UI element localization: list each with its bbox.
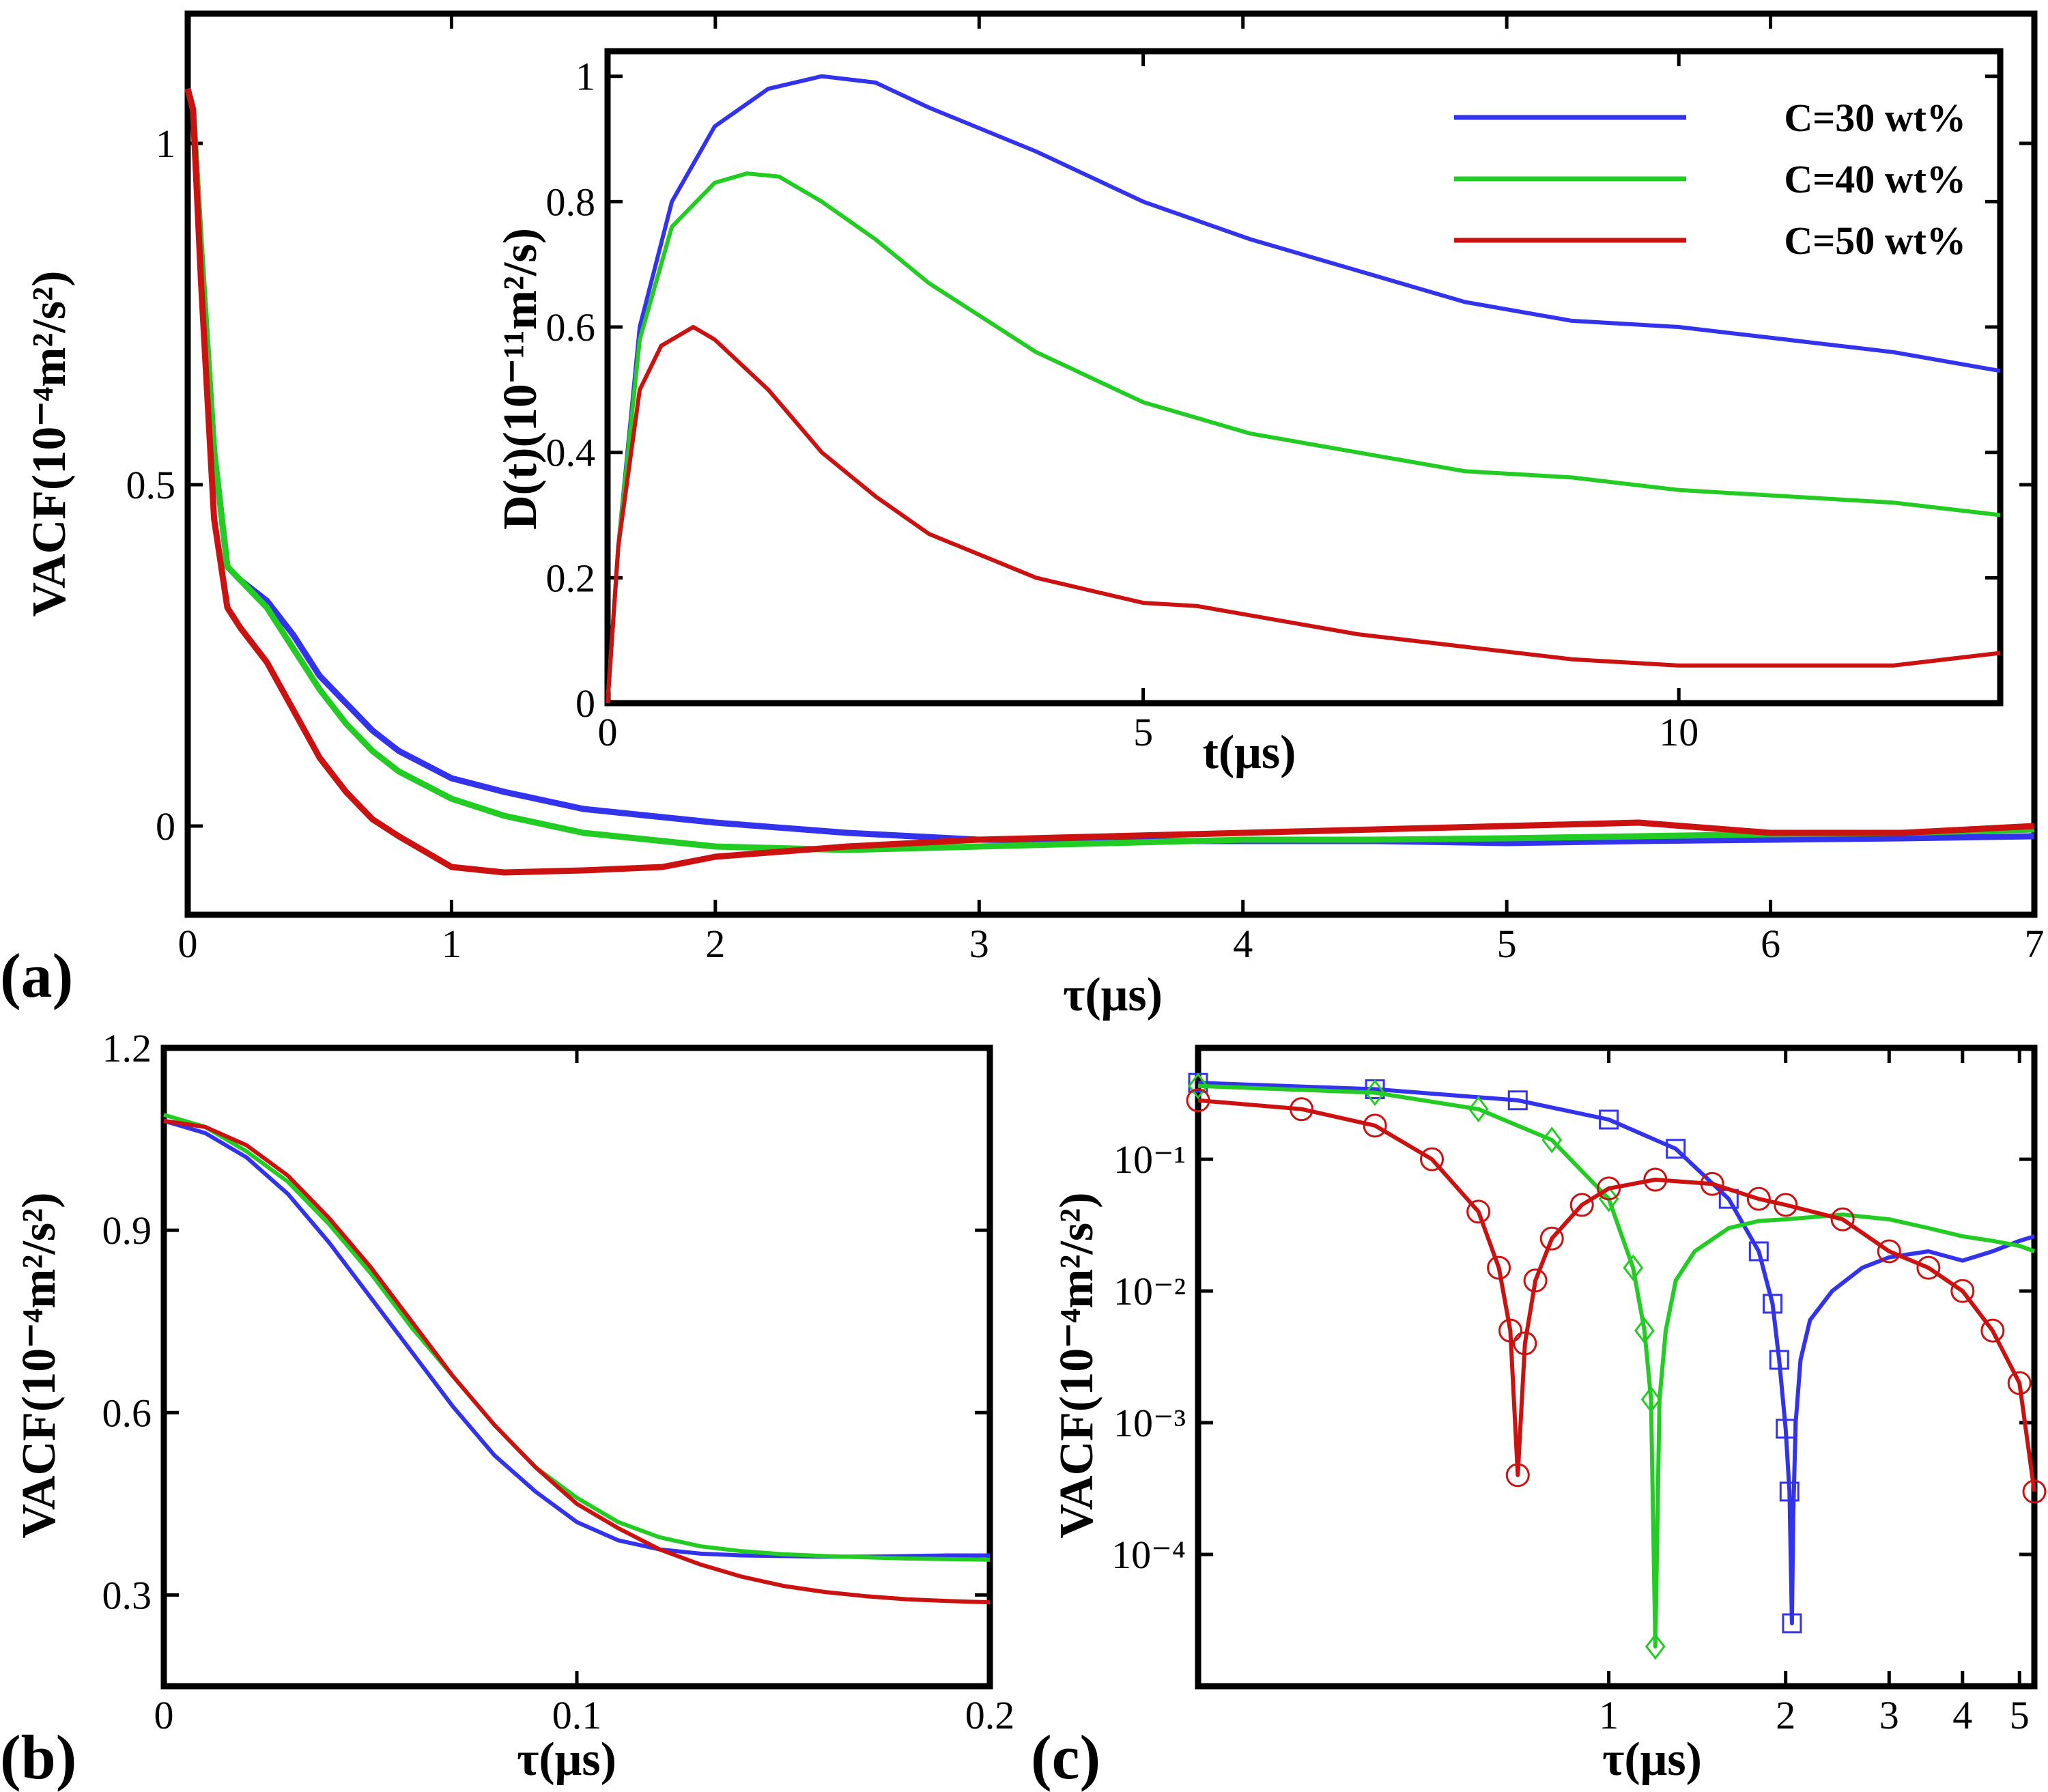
y-tick-label: 10⁻⁴: [1111, 1533, 1186, 1577]
panel-b-label: (b): [0, 1722, 76, 1792]
y-tick-label: 10⁻¹: [1113, 1137, 1186, 1182]
y-tick-label: 0: [575, 681, 595, 726]
panel-b: 0 0.1 0.2 0.3 0.6 0.9 1.2 (b) τ(μs) VACF(10⁻⁴m…: [0, 1026, 1014, 1792]
panel-b-frame: [164, 1048, 990, 1686]
series-line-c30: [164, 1121, 990, 1556]
panel-c-xlabel: τ(μs): [1602, 1733, 1702, 1786]
panel-b-ticks: 0 0.1 0.2 0.3 0.6 0.9 1.2: [102, 1026, 1015, 1737]
series-line-c30: [1198, 1083, 2034, 1623]
series-line-c40: [1198, 1086, 2034, 1647]
panel-b-ylabel: VACF(10⁻⁴m²/s²): [13, 1193, 66, 1539]
x-tick-label: 5: [1133, 710, 1153, 754]
x-tick-label: 0: [178, 922, 198, 966]
y-tick-label: 0.5: [126, 463, 176, 507]
x-tick-label: 3: [1879, 1693, 1899, 1737]
inset-xlabel: t(μs): [1203, 726, 1296, 779]
panel-a-ylabel: VACF(10⁻⁴m²/s²): [23, 271, 76, 617]
y-tick-label: 0.4: [546, 431, 596, 475]
x-tick-label: 2: [705, 922, 725, 966]
panel-b-xlabel: τ(μs): [517, 1733, 616, 1786]
x-tick-label: 5: [1497, 922, 1517, 966]
y-tick-label: 10⁻³: [1113, 1401, 1186, 1445]
inset-ylabel: D(t)(10⁻¹¹m²/s): [494, 228, 547, 530]
x-tick-label: 4: [1952, 1693, 1972, 1737]
x-tick-label: 5: [2010, 1693, 2030, 1737]
x-tick-label: 6: [1761, 922, 1780, 966]
y-tick-label: 0.2: [546, 556, 596, 600]
legend-label: C=30 wt%: [1784, 96, 1966, 140]
x-tick-label: 0: [154, 1693, 174, 1737]
panel-c-ylabel: VACF(10⁻⁴m²/s²): [1051, 1193, 1103, 1539]
x-tick-label: 0: [598, 710, 618, 754]
y-tick-label: 0.9: [102, 1208, 152, 1253]
x-tick-label: 1: [1599, 1693, 1619, 1737]
x-tick-label: 1: [442, 922, 461, 966]
legend-label: C=40 wt%: [1784, 157, 1966, 201]
panel-a-xlabel: τ(μs): [1063, 969, 1163, 1021]
panel-a-inset: 0 5 10 0 0.2 0.4 0.6 0.8 1 C=30 wt% C=40 wt% C=50 …: [494, 51, 2000, 779]
x-tick-label: 4: [1233, 922, 1253, 966]
y-tick-label: 1.2: [102, 1026, 152, 1070]
panel-c-series: [1187, 1074, 2045, 1658]
y-tick-label: 1: [156, 122, 175, 166]
x-tick-label: 7: [2025, 922, 2045, 966]
figure: 0 1 2 3 4 5 6 700.51 (a) τ(μs) VACF(10⁻⁴m²/s²) …: [0, 0, 2048, 1792]
panel-c: 1 2 3 4 5 10⁻⁴ 10⁻³ 10⁻² 10⁻¹ (c) τ(μs) VACF(10⁻…: [1031, 1048, 2045, 1792]
x-tick-label: 10: [1659, 710, 1698, 754]
y-tick-label: 1: [575, 55, 595, 99]
x-tick-label: 0.1: [552, 1693, 602, 1737]
y-tick-label: 0.6: [102, 1391, 152, 1435]
x-tick-label: 3: [969, 922, 989, 966]
series-line-c40: [164, 1115, 990, 1560]
legend-label: C=50 wt%: [1784, 218, 1966, 263]
panel-c-ticks: 1 2 3 4 5 10⁻⁴ 10⁻³ 10⁻² 10⁻¹: [1111, 1048, 2034, 1737]
y-tick-label: 0.8: [546, 180, 596, 224]
inset-background: [608, 51, 2000, 703]
x-tick-label: 2: [1776, 1693, 1795, 1737]
y-tick-label: 0.6: [546, 305, 596, 350]
series-line-c50: [1198, 1100, 2034, 1492]
x-tick-label: 0.2: [965, 1693, 1015, 1737]
y-tick-label: 0.3: [102, 1573, 152, 1617]
y-tick-label: 0: [156, 804, 175, 849]
panel-b-series: [164, 1115, 990, 1602]
panel-c-label: (c): [1031, 1722, 1100, 1792]
panel-c-frame: [1198, 1048, 2034, 1686]
panel-a-label: (a): [0, 941, 73, 1010]
y-tick-label: 10⁻²: [1113, 1269, 1186, 1313]
